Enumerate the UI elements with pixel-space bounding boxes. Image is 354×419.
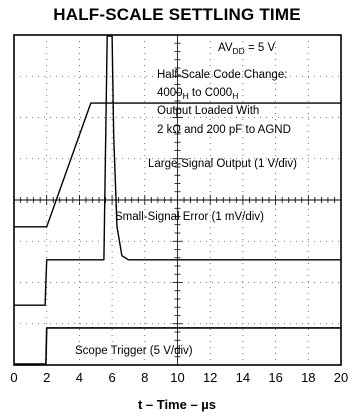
trace-scope-trigger bbox=[14, 327, 341, 365]
chart-title: HALF-SCALE SETTLING TIME bbox=[53, 5, 301, 24]
annotation-block: AVDD = 5 V Half-Scale Code Change: 4000H… bbox=[157, 42, 291, 136]
annotation-load-line2: 2 kΩ and 200 pF to AGND bbox=[157, 124, 291, 136]
series-label-large-signal: Large-Signal Output (1 V/div) bbox=[148, 158, 297, 170]
annotation-code-values: 4000H to C000H bbox=[157, 87, 238, 101]
x-tick-label: 6 bbox=[108, 370, 115, 385]
trace-large-signal-output bbox=[14, 102, 341, 228]
series-label-small-signal: Small-Signal Error (1 mV/div) bbox=[115, 211, 264, 223]
annotation-supply: AVDD = 5 V bbox=[218, 42, 275, 56]
series-label-scope-trigger: Scope Trigger (5 V/div) bbox=[75, 345, 193, 357]
grid bbox=[13, 34, 342, 366]
x-tick-label: 2 bbox=[43, 370, 50, 385]
annotation-load-line1: Output Loaded With bbox=[157, 105, 259, 117]
x-tick-label: 20 bbox=[334, 370, 348, 385]
x-tick-label: 18 bbox=[301, 370, 315, 385]
x-tick-label: 14 bbox=[236, 370, 250, 385]
x-tick-label: 0 bbox=[10, 370, 17, 385]
x-tick-labels: 0 2 4 6 8 10 12 14 16 18 20 bbox=[10, 370, 348, 385]
trace-small-signal-error bbox=[14, 35, 341, 306]
traces bbox=[14, 35, 341, 365]
annotation-code-change: Half-Scale Code Change: bbox=[157, 69, 287, 81]
x-axis-label: t – Time – µs bbox=[137, 397, 217, 412]
x-tick-label: 16 bbox=[268, 370, 282, 385]
x-tick-label: 12 bbox=[203, 370, 217, 385]
x-tick-label: 4 bbox=[76, 370, 83, 385]
x-tick-label: 10 bbox=[170, 370, 184, 385]
x-tick-label: 8 bbox=[141, 370, 148, 385]
